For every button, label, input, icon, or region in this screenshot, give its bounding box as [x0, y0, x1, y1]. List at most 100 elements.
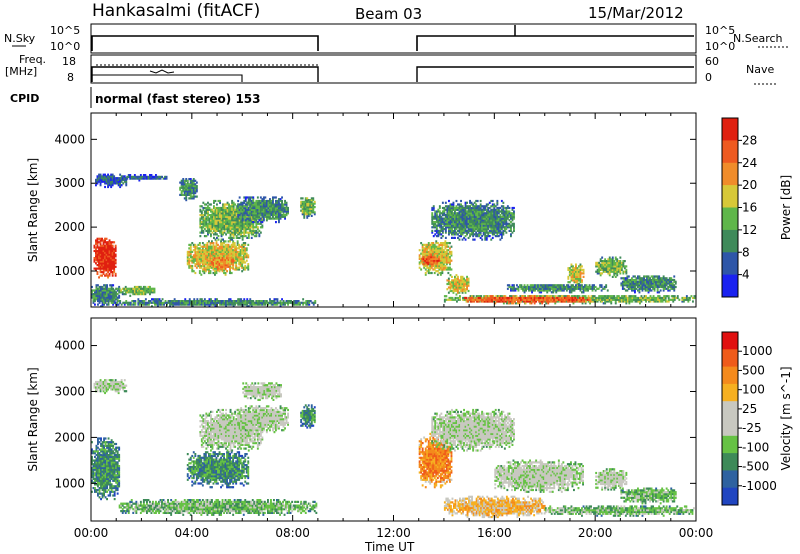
power-cell — [155, 301, 158, 304]
power-cell — [497, 219, 500, 222]
power-cell — [108, 267, 111, 270]
power-cell — [117, 300, 120, 303]
power-cell — [426, 252, 429, 255]
power-cell — [235, 226, 238, 229]
power-cell — [211, 212, 214, 215]
power-cell — [95, 257, 97, 260]
power-cell — [102, 241, 105, 244]
power-cell — [247, 236, 250, 239]
power-cell — [482, 229, 485, 232]
power-cell — [432, 252, 435, 255]
power-cell — [227, 245, 230, 248]
power-cell — [129, 291, 132, 294]
power-cell — [226, 228, 229, 231]
power-cell — [247, 264, 250, 268]
power-cell — [436, 250, 439, 253]
power-cell — [256, 226, 259, 229]
power-cell — [437, 210, 440, 213]
power-cell — [182, 303, 185, 306]
power-cell — [204, 243, 207, 246]
power-cell — [476, 221, 479, 224]
power-cell — [469, 235, 471, 238]
power-cell — [153, 287, 156, 290]
power-cell — [258, 199, 261, 203]
power-cell — [252, 222, 255, 225]
power-cell — [281, 203, 283, 206]
power-cell — [218, 254, 221, 257]
power-cell — [197, 264, 200, 268]
power-cell — [146, 287, 148, 290]
power-cell — [229, 206, 232, 210]
power-cell — [204, 266, 207, 269]
power-cell — [114, 255, 117, 258]
power-cell — [241, 221, 244, 224]
power-cell — [219, 214, 221, 217]
power-cell — [235, 229, 238, 232]
power-cell — [456, 300, 458, 303]
power-cell — [207, 226, 209, 229]
power-cell — [267, 210, 270, 213]
power-cell — [244, 226, 247, 229]
power-cell — [138, 287, 141, 290]
power-cell — [113, 262, 116, 265]
power-cell — [217, 301, 220, 304]
power-cell — [99, 264, 102, 267]
power-cell — [488, 231, 491, 234]
power-cell — [202, 226, 205, 229]
power-cell — [475, 205, 478, 208]
power-cell — [110, 300, 113, 303]
power-cell — [311, 301, 314, 304]
power-cell — [449, 226, 452, 229]
power-cell — [207, 214, 209, 217]
power-cell — [252, 205, 255, 208]
power-cell — [444, 236, 447, 239]
power-cell — [216, 206, 218, 210]
power-cell — [451, 214, 453, 217]
power-cell — [445, 245, 448, 248]
power-cell — [213, 205, 215, 208]
power-cell — [106, 293, 108, 296]
power-cell — [426, 264, 429, 268]
power-cell — [505, 217, 508, 220]
power-cell — [442, 250, 445, 253]
power-cell — [108, 249, 111, 253]
power-cell — [150, 177, 153, 180]
power-cell — [105, 272, 108, 275]
power-cell — [246, 206, 249, 210]
power-cell — [488, 210, 491, 213]
power-cell — [95, 269, 97, 272]
power-cell — [467, 217, 470, 220]
power-cell — [451, 221, 453, 224]
power-cell — [96, 182, 99, 185]
power-cell — [264, 206, 267, 210]
power-cell — [223, 214, 226, 217]
power-cell — [152, 298, 155, 301]
power-cell — [191, 179, 194, 182]
nsky-tick-top: 10^5 — [50, 24, 80, 37]
power-cell — [482, 215, 485, 218]
power-cell — [103, 303, 105, 306]
power-cell — [440, 212, 443, 215]
power-cell — [487, 217, 490, 220]
power-cell — [310, 199, 313, 202]
power-cell — [212, 245, 215, 248]
power-cell — [475, 212, 478, 215]
power-cell — [221, 249, 224, 252]
power-cell — [111, 180, 114, 183]
power-cell — [200, 221, 203, 224]
power-cell — [279, 212, 282, 215]
power-cell — [110, 267, 113, 270]
power-cell — [429, 266, 432, 269]
power-cell — [130, 287, 133, 290]
power-cell — [306, 197, 309, 200]
power-cell — [220, 257, 222, 260]
power-cell — [92, 298, 95, 301]
power-cell — [214, 252, 216, 255]
power-cell — [494, 215, 497, 218]
power-cell — [282, 300, 285, 303]
power-cell — [470, 217, 473, 220]
power-cell — [434, 263, 437, 266]
power-cell — [229, 224, 232, 227]
power-cell — [431, 208, 434, 211]
power-cell — [246, 231, 249, 234]
